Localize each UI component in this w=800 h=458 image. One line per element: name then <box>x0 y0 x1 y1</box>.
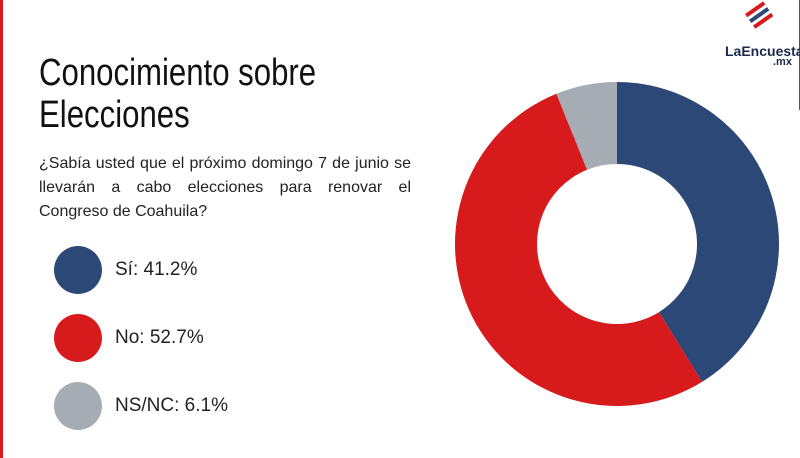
title-line: Elecciones <box>39 94 190 136</box>
logo-icon <box>745 1 774 29</box>
title-line: Conocimiento sobre <box>39 52 317 94</box>
logo-stripe <box>745 1 766 18</box>
legend-swatch <box>54 382 102 430</box>
legend-swatch <box>54 314 102 362</box>
logo-stripe <box>749 7 770 24</box>
logo-name: LaEncuesta <box>725 43 800 59</box>
subtitle: ¿Sabía usted que el próximo domingo 7 de… <box>39 155 411 220</box>
legend-label: No: 52.7% <box>115 327 204 348</box>
chart: Sí: 41.2% No: 52.7% NS/NC: 6.1% <box>54 0 800 430</box>
donut-slice <box>556 82 617 170</box>
donut-slice <box>617 82 779 382</box>
legend-label: NS/NC: 6.1% <box>115 395 228 416</box>
legend-label: Sí: 41.2% <box>115 259 197 280</box>
title: Conocimiento sobre Elecciones <box>39 52 316 136</box>
legend-swatch <box>54 246 102 294</box>
donut-slice <box>455 93 703 406</box>
logo-stripe <box>753 12 774 29</box>
logo-suffix: .mx <box>773 56 792 68</box>
